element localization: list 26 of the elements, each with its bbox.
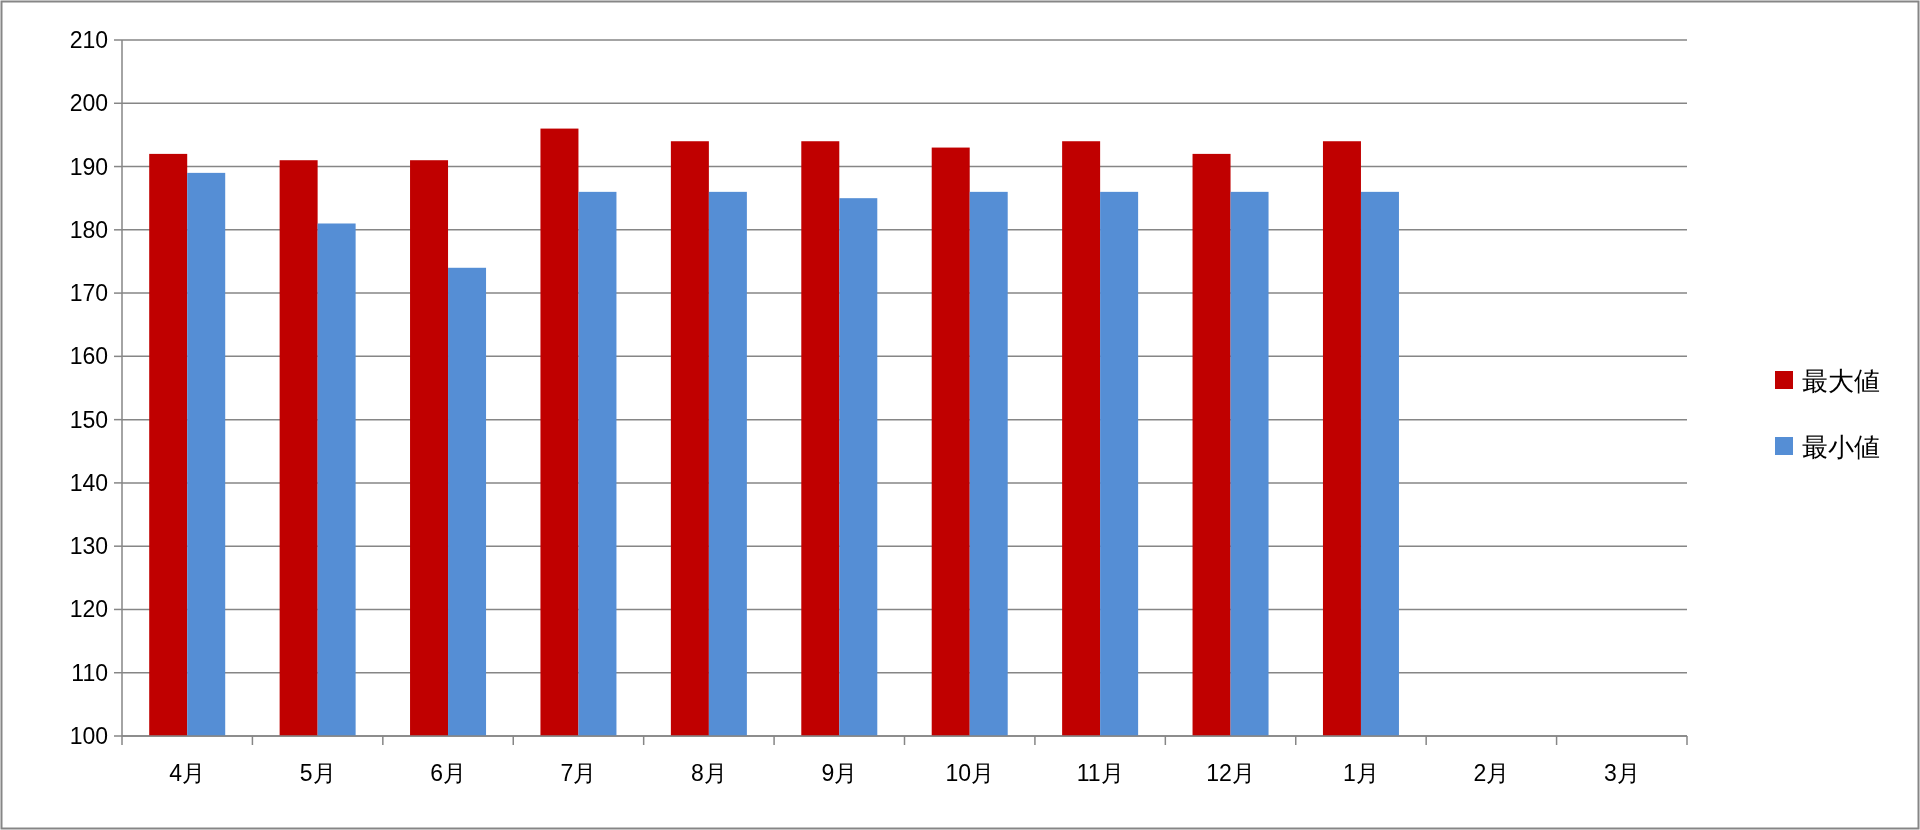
x-tick-label: 10月 [945,760,995,786]
y-tick-label: 120 [69,596,108,623]
x-tick-label: 1月 [1343,760,1379,786]
y-tick-label: 110 [71,659,108,686]
y-tick-label: 200 [69,90,108,117]
x-tick-label: 6月 [430,760,466,786]
y-tick-label: 130 [69,533,108,560]
x-tick-label: 9月 [821,760,858,786]
y-tick-label: 180 [69,216,108,243]
y-tick-label: 100 [69,723,108,749]
x-tick-label: 3月 [1603,760,1640,786]
x-tick-label: 2月 [1473,760,1510,786]
y-tick-label: 160 [69,343,108,370]
x-tick-label: 7月 [560,760,597,786]
x-tick-label: 12月 [1206,760,1255,786]
x-tick-label: 4月 [169,760,206,786]
legend-label: 最小値 [1802,432,1880,462]
y-tick-label: 150 [69,406,108,433]
x-tick-label: 5月 [299,760,336,786]
y-tick-label: 190 [69,153,108,180]
y-tick-label: 210 [69,27,108,53]
y-tick-label: 170 [69,280,108,307]
x-tick-label: 8月 [690,760,727,786]
x-tick-label: 11月 [1076,760,1124,786]
y-tick-label: 140 [69,469,108,496]
legend-label: 最大値 [1802,366,1880,396]
